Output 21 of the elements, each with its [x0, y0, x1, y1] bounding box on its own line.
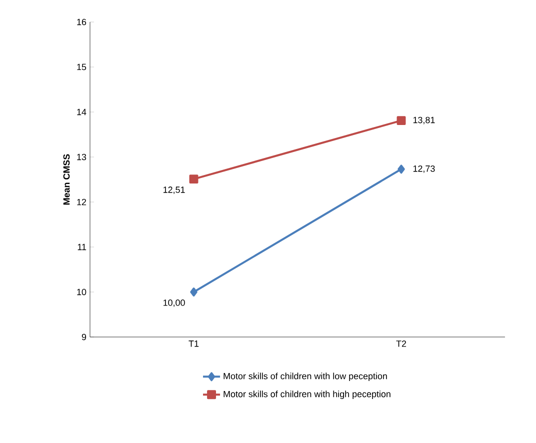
data-label: 13,81	[413, 116, 435, 124]
x-tick-label: T2	[396, 340, 406, 347]
y-tick-label: 14	[77, 108, 86, 116]
y-tick-label: 11	[78, 244, 86, 250]
y-tick-label: 9	[82, 334, 86, 340]
y-tick-label: 10	[77, 288, 86, 296]
data-label: 12,73	[413, 165, 435, 173]
y-tick-label: 16	[77, 18, 86, 26]
y-tick-label: 13	[77, 154, 86, 160]
legend-label: Motor skills of children with high peception	[224, 390, 390, 399]
point	[189, 174, 198, 184]
y-tick-label: 15	[77, 64, 86, 70]
x-tick-label: T1	[188, 340, 199, 347]
point	[190, 288, 198, 296]
y-axis-title: Mean CMSS	[63, 154, 70, 205]
y-tick-label: 12	[77, 198, 86, 206]
legend-label: Motor skills of children with low peception	[224, 372, 387, 382]
point	[396, 116, 406, 126]
point	[398, 164, 405, 174]
data-label: 12,51	[164, 186, 185, 194]
data-label: 10,00	[164, 300, 185, 307]
